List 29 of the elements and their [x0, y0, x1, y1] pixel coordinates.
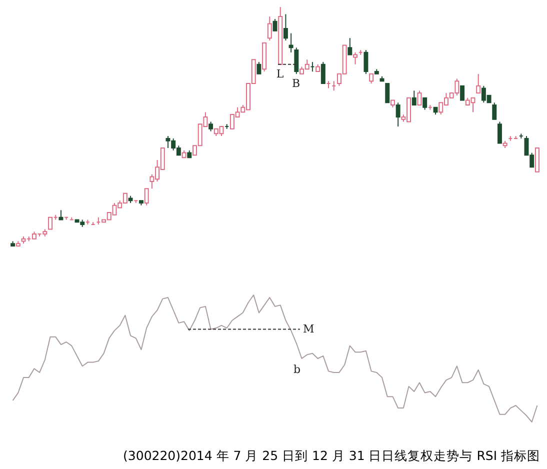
candlestick	[144, 188, 149, 206]
candlestick	[208, 121, 214, 132]
candlestick	[476, 73, 481, 94]
candlestick	[58, 210, 64, 220]
annotation: B	[292, 77, 300, 90]
candlestick	[497, 121, 502, 144]
candlestick	[396, 102, 400, 127]
candlestick	[412, 90, 416, 106]
candlestick	[534, 148, 540, 172]
ref-line-label: M	[303, 322, 314, 336]
candlestick	[492, 102, 497, 120]
candlestick	[256, 61, 262, 74]
text: (300220)2014 年 7 月 25 日到 12 月 31 日日线复权走势与 RSI 指标图	[122, 448, 540, 465]
candlestick	[385, 82, 390, 104]
candlestick	[283, 14, 288, 41]
candlestick	[348, 38, 352, 56]
candlestick	[353, 52, 358, 65]
candlestick	[364, 50, 368, 74]
candlestick	[288, 32, 294, 53]
candlestick	[294, 47, 299, 74]
annotation: b	[293, 363, 301, 376]
candlestick	[369, 73, 374, 84]
candlestick	[272, 18, 278, 32]
ref-line-label: L	[276, 67, 284, 80]
candlestick	[460, 85, 465, 101]
candlestick	[417, 90, 422, 106]
candlestick	[267, 16, 272, 41]
candlestick	[320, 61, 326, 84]
candlestick	[422, 97, 428, 110]
